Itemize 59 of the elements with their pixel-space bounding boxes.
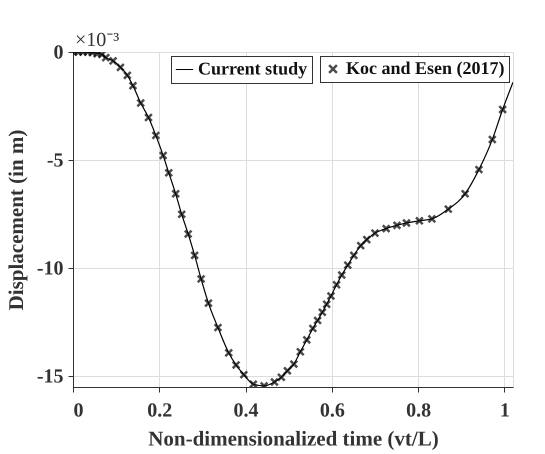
y-tick-label: -10 [36, 258, 64, 280]
point [204, 298, 214, 308]
point [296, 347, 305, 356]
x-tick-label: 0.8 [406, 400, 432, 422]
point [302, 335, 312, 344]
x-axis-title: Non-dimensionalized time (vt/L) [148, 426, 439, 450]
x-tick-label: 0 [74, 400, 84, 422]
point [382, 224, 391, 234]
point [332, 280, 342, 290]
point [282, 366, 292, 376]
point [356, 241, 366, 250]
text: ×10⁻³ [75, 29, 120, 51]
point [308, 324, 318, 334]
point [184, 229, 193, 239]
point [190, 250, 200, 260]
point [474, 164, 484, 174]
y-tick-label: -5 [46, 150, 64, 172]
point [427, 214, 437, 224]
point [460, 189, 470, 198]
point [349, 250, 358, 260]
point [444, 204, 453, 214]
legend-label: Current study [198, 58, 308, 78]
point [116, 62, 126, 72]
point [224, 348, 234, 358]
point [337, 270, 346, 280]
point [239, 370, 248, 380]
point [498, 104, 508, 114]
point [122, 70, 132, 80]
point [488, 134, 497, 144]
point [322, 300, 332, 309]
point [343, 260, 352, 270]
point [231, 360, 241, 370]
point [144, 112, 154, 122]
x-tick-label: 0.4 [234, 400, 259, 422]
x-tick-label: 0.2 [147, 400, 172, 422]
y-tick-label: -15 [36, 366, 64, 388]
point [276, 372, 286, 382]
x-tick-label: 0.6 [320, 400, 345, 422]
point [270, 377, 280, 387]
x-tick-label: 1 [500, 400, 510, 422]
point [136, 98, 146, 108]
point [326, 291, 336, 301]
point [414, 216, 424, 226]
point [213, 322, 223, 332]
point [289, 359, 298, 369]
y-tick-label: 0 [54, 42, 64, 64]
point [171, 189, 180, 198]
legend-label: Koc and Esen (2017) [346, 58, 505, 78]
point [164, 168, 174, 178]
point [196, 274, 206, 284]
point [318, 308, 327, 317]
point [128, 81, 138, 90]
point [158, 150, 168, 160]
point [370, 228, 380, 238]
y-axis-title: Displacement (in m) [4, 130, 28, 310]
point [151, 130, 160, 140]
point [362, 234, 372, 244]
point [177, 210, 186, 219]
point [312, 316, 322, 326]
